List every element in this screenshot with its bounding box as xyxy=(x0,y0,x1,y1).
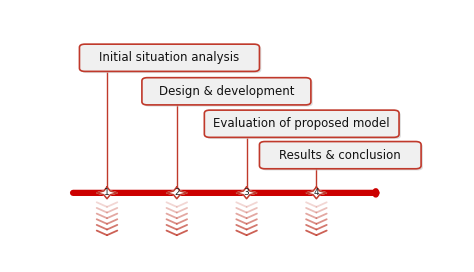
Polygon shape xyxy=(237,187,257,199)
FancyBboxPatch shape xyxy=(80,44,259,71)
Text: Initial situation analysis: Initial situation analysis xyxy=(100,51,239,64)
Text: Evaluation of proposed model: Evaluation of proposed model xyxy=(213,117,390,130)
Text: 4: 4 xyxy=(314,188,319,197)
FancyBboxPatch shape xyxy=(206,112,401,139)
FancyBboxPatch shape xyxy=(144,79,313,107)
Polygon shape xyxy=(306,187,327,199)
Text: Results & conclusion: Results & conclusion xyxy=(279,149,401,162)
FancyBboxPatch shape xyxy=(259,141,421,169)
Text: 2: 2 xyxy=(174,188,180,197)
FancyBboxPatch shape xyxy=(142,78,311,105)
Text: 3: 3 xyxy=(244,188,249,197)
FancyBboxPatch shape xyxy=(204,110,399,137)
FancyBboxPatch shape xyxy=(82,46,261,73)
Polygon shape xyxy=(97,187,117,199)
Text: 1: 1 xyxy=(104,188,110,197)
Polygon shape xyxy=(166,187,187,199)
FancyBboxPatch shape xyxy=(261,143,423,171)
Text: Design & development: Design & development xyxy=(159,85,294,98)
